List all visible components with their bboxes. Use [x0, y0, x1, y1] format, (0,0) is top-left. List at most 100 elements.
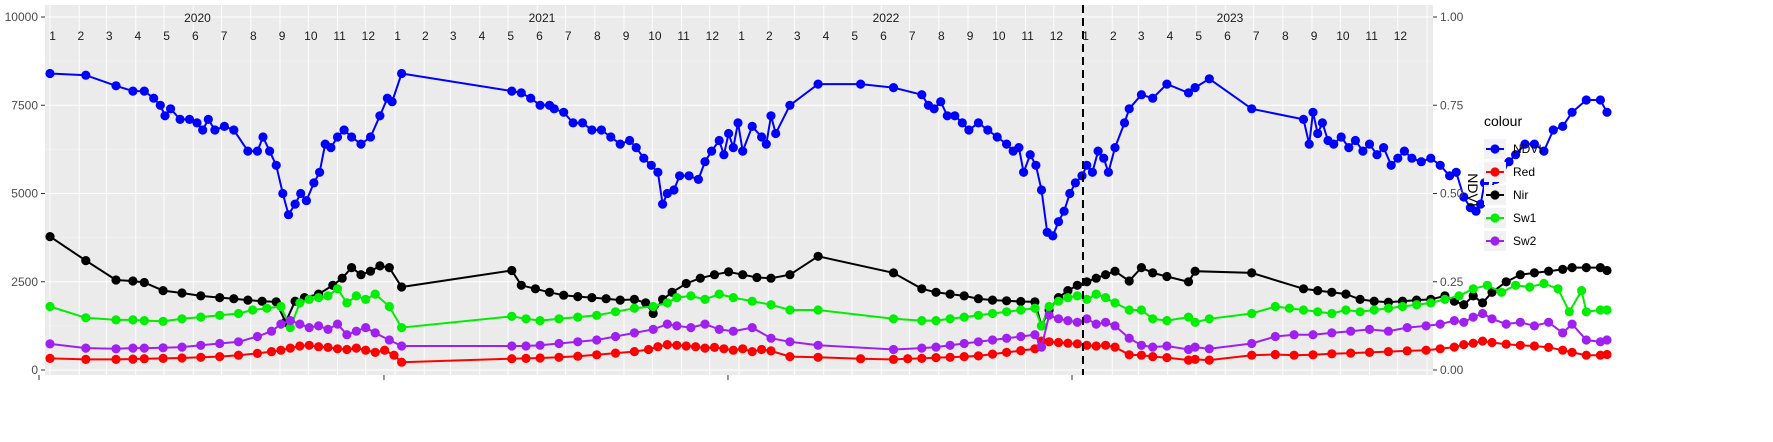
point-red — [1016, 346, 1026, 356]
legend-key-point — [1490, 190, 1500, 200]
point-sw2 — [1327, 328, 1337, 338]
point-sw1 — [1341, 305, 1351, 315]
point-nir — [1190, 266, 1200, 276]
point-sw1 — [1511, 280, 1521, 290]
point-sw1 — [1602, 305, 1612, 315]
point-sw1 — [1468, 284, 1478, 294]
point-ndvi — [309, 178, 319, 188]
point-red — [610, 348, 621, 358]
point-sw2 — [370, 328, 380, 338]
point-sw2 — [766, 333, 776, 343]
point-ndvi — [1087, 167, 1097, 177]
point-nir — [1030, 297, 1040, 307]
point-ndvi — [1119, 118, 1130, 128]
point-nir — [215, 293, 225, 303]
point-ndvi — [936, 97, 946, 107]
point-red — [1478, 336, 1488, 346]
point-nir — [1247, 268, 1257, 278]
point-ndvi — [283, 210, 294, 220]
point-sw2 — [233, 337, 244, 347]
point-red — [1162, 353, 1172, 363]
point-sw1 — [973, 310, 984, 320]
point-nir — [695, 273, 705, 283]
point-nir — [709, 270, 720, 280]
point-sw2 — [1459, 317, 1469, 327]
point-ndvi — [675, 171, 685, 181]
point-ndvi — [1110, 143, 1120, 153]
point-red — [1529, 341, 1539, 351]
legend-label: Nir — [1513, 188, 1528, 202]
point-red — [917, 353, 927, 363]
point-sw2 — [1468, 312, 1478, 322]
point-red — [1136, 350, 1146, 360]
point-red — [139, 354, 149, 364]
point-ndvi — [1048, 231, 1058, 241]
point-nir — [1136, 263, 1146, 273]
point-red — [903, 354, 913, 364]
point-sw2 — [959, 338, 969, 349]
point-nir — [813, 251, 823, 261]
point-red — [1459, 340, 1469, 350]
point-nir — [243, 295, 253, 305]
point-ndvi — [631, 143, 641, 153]
point-red — [314, 342, 324, 352]
point-ndvi — [326, 143, 336, 153]
point-ndvi — [1148, 93, 1158, 103]
point-nir — [1487, 287, 1497, 297]
point-nir — [111, 275, 121, 285]
right-tick-label: 1.00 — [1440, 10, 1464, 24]
point-sw2 — [1501, 319, 1511, 329]
point-ndvi — [81, 70, 91, 80]
point-red — [1468, 338, 1478, 348]
point-nir — [945, 289, 955, 299]
point-sw1 — [158, 316, 168, 326]
point-ndvi — [684, 171, 694, 181]
month-label: 11 — [333, 29, 346, 43]
point-sw1 — [1539, 278, 1549, 289]
point-ndvi — [1459, 192, 1469, 202]
point-sw2 — [1162, 341, 1172, 351]
point-sw2 — [285, 316, 295, 326]
point-ndvi — [559, 107, 569, 117]
point-ndvi — [397, 68, 407, 79]
legend-key-point — [1490, 213, 1500, 223]
month-label: 10 — [992, 29, 1006, 43]
point-sw2 — [747, 323, 757, 333]
point-ndvi — [1124, 104, 1134, 114]
point-sw1 — [1036, 321, 1047, 331]
point-sw2 — [295, 319, 305, 329]
point-red — [45, 353, 55, 363]
point-red — [1515, 340, 1525, 350]
point-ndvi — [45, 68, 55, 79]
point-sw2 — [507, 341, 517, 351]
month-label: 9 — [623, 29, 630, 43]
point-sw1 — [1136, 305, 1146, 315]
point-ndvi — [1350, 135, 1360, 146]
point-sw1 — [648, 301, 658, 312]
legend: colour NDVI Red Nir Sw1 Sw2 — [1484, 113, 1542, 251]
point-sw2 — [931, 342, 941, 352]
point-ndvi — [296, 188, 306, 199]
point-sw1 — [785, 305, 795, 315]
point-sw2 — [1346, 326, 1356, 336]
left-tick-label: 0 — [31, 363, 38, 377]
point-sw2 — [973, 337, 984, 347]
point-red — [1567, 347, 1577, 357]
point-red — [1063, 338, 1073, 348]
point-sw1 — [1247, 308, 1257, 319]
point-nir — [1162, 271, 1172, 282]
point-nir — [365, 266, 376, 276]
month-label: 7 — [565, 29, 572, 43]
point-sw2 — [1487, 314, 1497, 324]
point-nir — [1602, 265, 1612, 276]
point-sw2 — [342, 330, 352, 340]
point-red — [662, 340, 672, 350]
point-sw1 — [672, 293, 682, 303]
point-sw2 — [332, 319, 343, 329]
point-sw1 — [1030, 303, 1040, 313]
point-sw2 — [111, 344, 121, 354]
point-red — [295, 341, 305, 351]
point-nir — [257, 296, 267, 306]
point-nir — [1581, 263, 1591, 273]
